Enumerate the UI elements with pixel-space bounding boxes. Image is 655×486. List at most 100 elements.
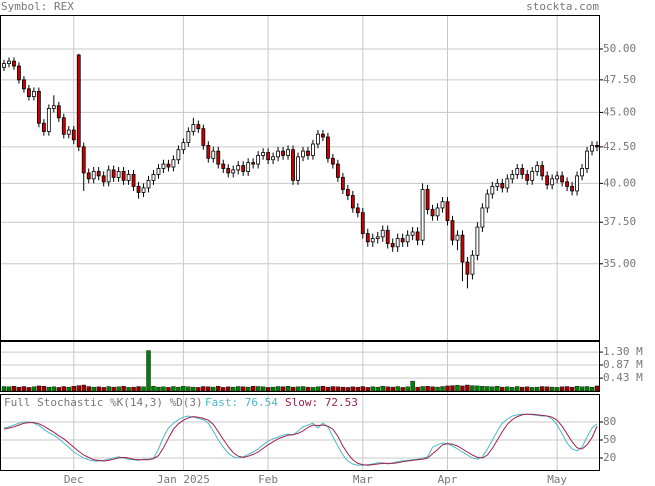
y-tick-label: 50.00 [603, 42, 636, 55]
candle-body [415, 231, 420, 241]
y-tick-label: 40.00 [603, 176, 636, 189]
candle-body [420, 189, 425, 241]
volume-bar [415, 386, 420, 392]
volume-bar [594, 385, 600, 392]
candle-body [425, 189, 430, 210]
volume-bar [520, 386, 525, 392]
volume-bar [400, 387, 405, 392]
candle-body [345, 189, 350, 196]
candle-body [296, 156, 300, 181]
volume-bar [91, 386, 96, 392]
candle-body [7, 60, 11, 64]
volume-bar [76, 385, 81, 392]
volume-bar [290, 386, 296, 392]
x-tick-label: Mar [353, 473, 373, 486]
stochastic-panel [0, 394, 600, 471]
candle-body [22, 79, 26, 90]
volume-bar [320, 386, 326, 392]
volume-bar [435, 386, 440, 392]
volume-bar [161, 386, 166, 392]
volume-panel [0, 341, 600, 392]
volume-bar [544, 386, 550, 392]
volume-bar [525, 386, 530, 392]
volume-bar [101, 387, 106, 392]
volume-bar [375, 386, 380, 392]
candle-body [485, 193, 490, 209]
candle-body [575, 175, 579, 192]
volume-bar [245, 386, 251, 392]
volume-bar [136, 386, 141, 392]
candle-body [585, 150, 589, 169]
candle-body [56, 105, 61, 119]
y-tick-label: 45.00 [603, 105, 636, 118]
volume-bar [106, 386, 111, 392]
volume-bar [56, 387, 62, 392]
candle-body [505, 178, 510, 189]
volume-bar [146, 350, 151, 392]
candle-body [350, 195, 355, 209]
candle-body [41, 122, 46, 132]
candle-body [246, 162, 251, 172]
volume-bar [121, 386, 126, 392]
volume-bar [86, 386, 91, 392]
volume-bar [51, 386, 57, 392]
candle-body [470, 254, 475, 275]
volume-bar [584, 386, 590, 392]
candle-body [405, 234, 410, 243]
marks [1, 53, 600, 466]
volume-bar [455, 385, 460, 392]
candle-body [156, 168, 161, 175]
volume-bar [181, 386, 186, 392]
candle-body [291, 149, 295, 181]
volume-bar [579, 386, 585, 392]
volume-bar [166, 387, 171, 392]
volume-bar [535, 386, 540, 392]
candle-body [146, 179, 151, 189]
grid [1, 16, 599, 470]
candle-body [216, 150, 221, 165]
candle-body [550, 178, 555, 186]
candle-body [61, 117, 66, 135]
volume-bar [176, 386, 181, 392]
candle-body [365, 233, 370, 243]
y-tick-label: 20 [603, 451, 616, 464]
volume-bar [111, 386, 116, 392]
volume-bar [495, 386, 500, 392]
volume-bar [46, 386, 52, 392]
candle-body [141, 187, 146, 193]
candle-body [400, 238, 405, 243]
candle-body [475, 226, 480, 256]
candle-body [281, 150, 285, 156]
candle-body [390, 243, 395, 248]
volume-bar [365, 387, 370, 392]
volume-bar [350, 386, 356, 392]
volume-bar [345, 387, 351, 392]
candle-body [136, 185, 141, 193]
volume-bar [71, 386, 76, 392]
candle-body [545, 175, 550, 186]
volume-bar [305, 386, 311, 392]
candle-body [12, 60, 16, 67]
legend-entry: Fast: 76.54 [205, 396, 278, 409]
volume-bar [485, 386, 490, 392]
y-tick-label: 35.00 [603, 257, 636, 270]
candle-body [480, 207, 485, 228]
y-tick-label: 1.30 M [603, 345, 643, 358]
volume-bar [61, 386, 66, 392]
volume-bar [490, 386, 495, 392]
candle-body [151, 173, 156, 181]
candle-body [430, 209, 435, 217]
x-tick-label: Feb [258, 473, 278, 486]
volume-bar [11, 386, 17, 392]
candle-body [440, 201, 445, 209]
volume-bar [226, 386, 231, 392]
candle-body [161, 163, 166, 169]
volume-bar [126, 387, 131, 392]
volume-bar [285, 386, 291, 392]
volume-bar [385, 386, 390, 392]
volume-bar [221, 387, 226, 392]
volume-bar [186, 386, 191, 392]
candle-body [385, 229, 390, 244]
volume-bar [300, 386, 306, 392]
